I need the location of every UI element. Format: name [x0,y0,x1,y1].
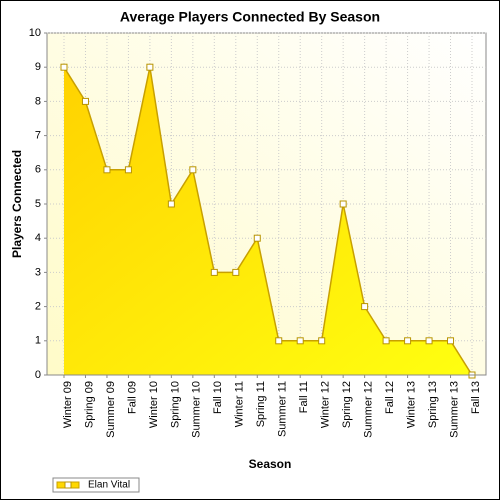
marker [253,234,261,242]
marker [296,337,304,345]
x-tick-label: Spring 10 [169,381,181,428]
y-axis-title: Players Connected [10,150,24,258]
x-tick-label: Fall 10 [212,381,224,414]
y-tick-label: 6 [35,164,41,176]
marker [382,337,390,345]
x-tick-label: Spring 11 [255,381,267,427]
marker [167,200,175,208]
y-tick-label: 8 [35,95,41,107]
marker [189,166,197,174]
x-tick-label: Winter 13 [405,381,417,428]
marker [60,63,68,71]
line [63,66,473,376]
y-tick-label: 10 [29,27,41,39]
y-tick-label: 1 [35,335,41,347]
x-tick-label: Winter 11 [234,381,246,427]
marker [210,268,218,276]
legend-label: Elan Vital [88,480,130,491]
x-tick-label: Winter 10 [148,381,160,428]
y-tick-label: 7 [35,130,41,142]
marker [275,337,283,345]
x-tick-label: Spring 09 [83,381,95,428]
y-tick-label: 5 [35,198,41,210]
marker [146,63,154,71]
x-tick-label: Summer 10 [191,381,203,438]
x-tick-label: Summer 11 [277,381,289,437]
x-tick-label: Fall 09 [126,381,138,414]
x-tick-label: Fall 13 [470,381,482,414]
x-axis-title: Season [249,457,292,471]
y-tick-label: 9 [35,61,41,73]
x-tick-label: Summer 13 [448,381,460,438]
x-tick-label: Summer 09 [105,381,117,438]
x-tick-label: Winter 12 [320,381,332,428]
legend-marker [64,481,72,489]
area [64,67,472,375]
x-tick-label: Summer 12 [363,381,375,438]
y-tick-label: 3 [35,266,41,278]
marker [318,337,326,345]
marker [404,337,412,345]
x-tick-label: Spring 12 [341,381,353,428]
marker [361,303,369,311]
y-tick-label: 2 [35,301,41,313]
x-tick-label: Fall 12 [384,381,396,414]
marker [425,337,433,345]
marker [124,166,132,174]
chart-title: Average Players Connected By Season [120,9,380,25]
marker [81,97,89,105]
marker [339,200,347,208]
x-tick-label: Fall 11 [298,381,310,413]
marker [103,166,111,174]
y-tick-label: 0 [35,369,41,381]
x-tick-label: Winter 09 [62,381,74,428]
marker [232,268,240,276]
y-tick-label: 4 [35,232,41,244]
x-tick-label: Spring 13 [427,381,439,428]
marker [447,337,455,345]
